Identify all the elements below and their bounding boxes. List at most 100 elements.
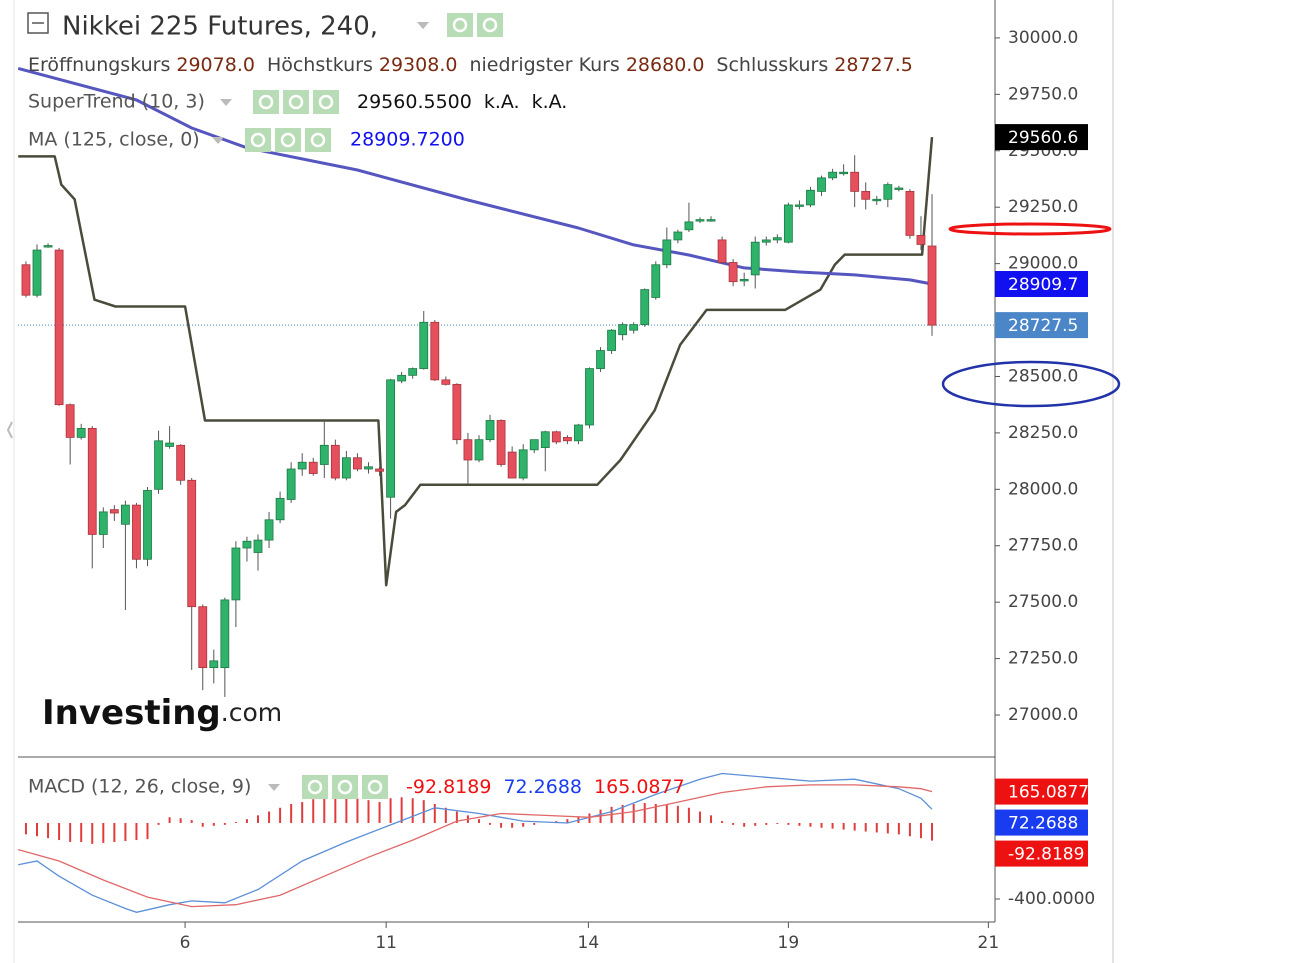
candle-body — [121, 504, 130, 525]
candle-body — [463, 439, 473, 461]
indicator-name: MA (125, close, 0) — [28, 129, 200, 151]
candle-body — [618, 324, 628, 336]
pane-frame — [18, 0, 996, 923]
icon-glyph — [280, 132, 296, 148]
candle-body — [640, 289, 650, 325]
y-tick-label: 28000.0 — [1008, 479, 1078, 499]
candle-body — [905, 190, 915, 236]
icon-box — [283, 90, 309, 114]
dropdown-arrow[interactable] — [212, 137, 224, 144]
y-tick-label: 30000.0 — [1008, 28, 1078, 48]
y-tick-label: 29000.0 — [1008, 254, 1078, 274]
macd-value: -92.8189 — [406, 776, 491, 798]
candle-body — [474, 439, 484, 461]
legend-icon[interactable] — [313, 90, 339, 114]
candle-body — [187, 479, 197, 608]
candle-body — [76, 427, 86, 438]
legend-icon[interactable] — [362, 775, 388, 799]
legend-icon[interactable] — [245, 128, 271, 152]
price-tag-bg — [995, 312, 1088, 339]
indicator-value: 28909.7200 — [350, 129, 465, 151]
candle-body — [209, 660, 219, 669]
icon-box — [305, 128, 331, 152]
candle-body — [828, 171, 837, 179]
dropdown-arrow[interactable] — [220, 99, 232, 106]
candle-body — [242, 540, 252, 549]
ohlc-value: 29078.0 — [176, 54, 255, 76]
legend-icon[interactable] — [275, 128, 301, 152]
legend-icon[interactable] — [283, 90, 309, 114]
candle-body — [518, 449, 528, 479]
candle-body — [728, 262, 738, 283]
y-tick-label: 27250.0 — [1008, 649, 1078, 669]
watermark: Investing.com — [42, 693, 282, 733]
icon-glyph — [258, 94, 274, 110]
icon-glyph — [452, 17, 468, 33]
legend-icon[interactable] — [477, 13, 503, 37]
indicator-name: MACD (12, 26, close, 9) — [28, 776, 251, 798]
candle-body — [297, 461, 307, 470]
icon-glyph — [482, 17, 498, 33]
ohlc-value: 28727.5 — [834, 54, 913, 76]
candle-body — [275, 497, 285, 521]
legend-icon[interactable] — [332, 775, 358, 799]
axes: 27000.0 27250.0 27500.0 27750.0 28000.0 28250… — [180, 28, 1096, 953]
y-tick-label: 27500.0 — [1008, 592, 1078, 612]
indicator-value: 29560.5500 — [357, 91, 472, 113]
highlight-ellipse — [941, 360, 1121, 408]
candle-body — [850, 171, 860, 192]
icon-glyph — [318, 94, 334, 110]
candle-body — [419, 321, 429, 369]
candle-body — [706, 219, 716, 222]
candle-body — [795, 204, 804, 207]
x-tick-label: 14 — [578, 933, 600, 953]
scroll-handle[interactable] — [6, 421, 13, 439]
dropdown-arrow[interactable] — [417, 22, 429, 29]
dropdown-arrow[interactable] — [268, 784, 280, 791]
icon-glyph — [367, 779, 383, 795]
legend-icon[interactable] — [302, 775, 328, 799]
candle-body — [308, 461, 318, 474]
collapse-button[interactable] — [27, 12, 49, 34]
watermark-domain: .com — [221, 698, 282, 727]
candle-body — [341, 457, 351, 479]
icon-box — [245, 128, 271, 152]
candle-body — [253, 539, 263, 553]
x-tick-label: 21 — [978, 933, 1000, 953]
candle-body — [485, 420, 495, 441]
price-tag-bg — [995, 840, 1088, 867]
candle-body — [574, 424, 583, 442]
candle-body — [87, 427, 97, 535]
watermark-brand: Investing — [42, 693, 221, 733]
ohlc-label: Eröffnungskurs — [28, 54, 170, 76]
candle-body — [165, 442, 174, 447]
price-tag: -92.8189 — [995, 840, 1088, 867]
candle-body — [364, 466, 373, 470]
candle-body — [861, 190, 871, 200]
candle-body — [397, 374, 407, 382]
price-tag: 28727.5 — [995, 312, 1088, 339]
legend-icon[interactable] — [253, 90, 279, 114]
legend-icon[interactable] — [447, 13, 473, 37]
legend-icon[interactable] — [305, 128, 331, 152]
price-tag: 165.0877 — [995, 778, 1089, 805]
candle-body — [684, 221, 694, 231]
candle-body — [806, 189, 815, 206]
y-tick-label: 27750.0 — [1008, 536, 1078, 556]
candle-body — [408, 368, 418, 376]
candle-body — [264, 519, 274, 541]
ohlc-label: Höchstkurs — [267, 54, 373, 76]
icon-glyph — [337, 779, 353, 795]
candle-body — [441, 379, 451, 385]
y-tick-label: 28500.0 — [1008, 366, 1078, 386]
icon-glyph — [307, 779, 323, 795]
y-tick-label: -400.0000 — [1008, 889, 1095, 909]
indicator-value: k.A. — [532, 91, 568, 113]
highlight-ellipse — [948, 222, 1112, 236]
icon-glyph — [250, 132, 266, 148]
icon-box — [253, 90, 279, 114]
price-tag-label: -92.8189 — [1008, 845, 1084, 865]
candle-body — [286, 468, 296, 500]
